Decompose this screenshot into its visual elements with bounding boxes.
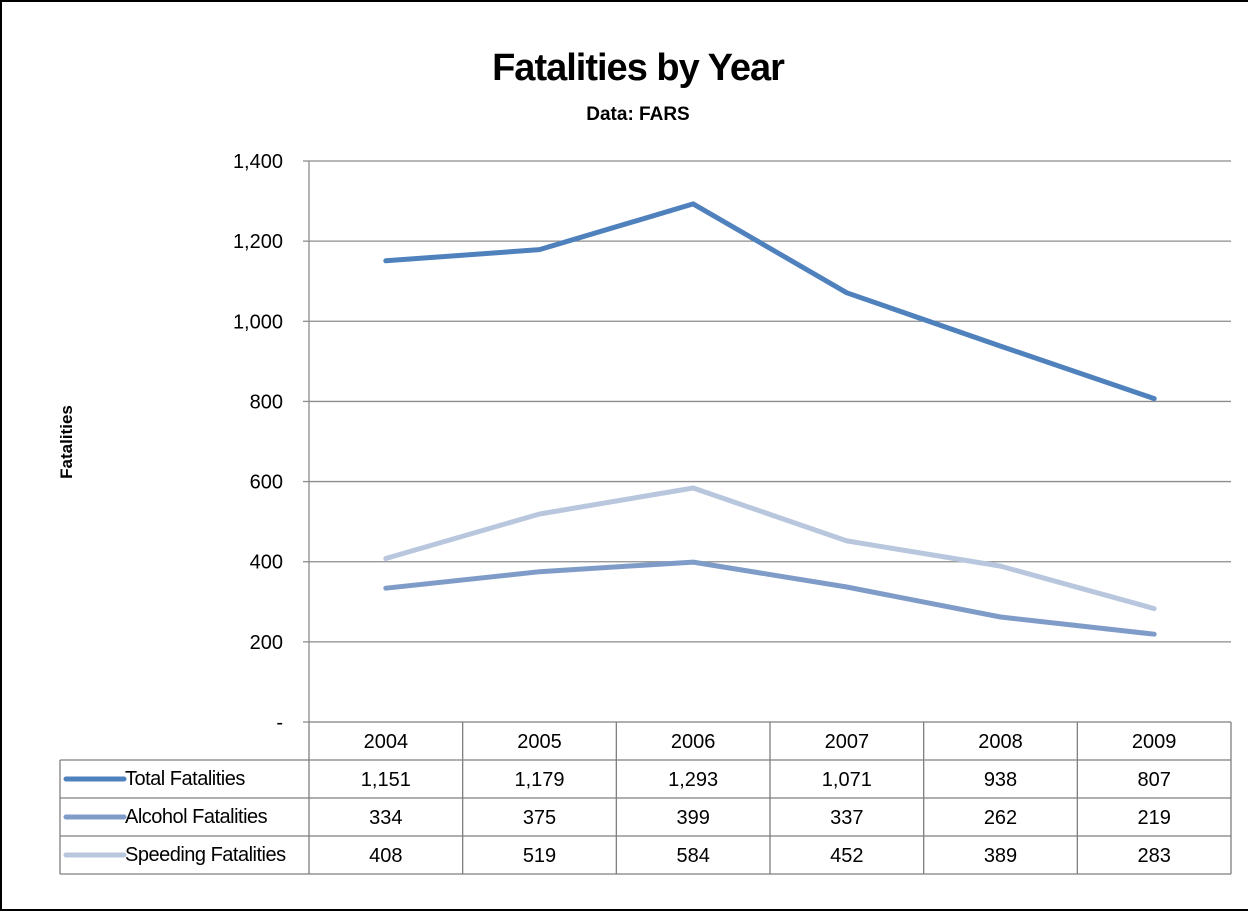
- data-label: 938: [984, 769, 1017, 791]
- x-tick-label: 2008: [978, 731, 1023, 753]
- legend-label: Alcohol Fatalities: [125, 806, 268, 828]
- data-label: 1,151: [361, 769, 411, 791]
- y-tick-label: -: [276, 712, 283, 734]
- data-label: 1,071: [822, 769, 872, 791]
- y-tick-label: 800: [250, 391, 283, 413]
- data-label: 807: [1137, 769, 1170, 791]
- data-label: 452: [830, 845, 863, 867]
- data-label: 389: [984, 845, 1017, 867]
- data-label: 283: [1137, 845, 1170, 867]
- x-tick-label: 2006: [671, 731, 716, 753]
- data-label: 375: [523, 807, 556, 829]
- y-axis-label: Fatalities: [57, 405, 76, 479]
- legend-label: Total Fatalities: [125, 768, 245, 790]
- y-tick-label: 400: [250, 552, 283, 574]
- data-label: 584: [676, 845, 709, 867]
- series-line-speeding-fatalities: [383, 485, 1157, 612]
- series-lines: [383, 201, 1157, 637]
- x-tick-label: 2004: [364, 731, 409, 753]
- legend-label: Speeding Fatalities: [125, 844, 286, 866]
- y-tick-label: 200: [250, 632, 283, 654]
- data-table: 2004 2005 2006 2007 2008 2009 Total Fatalities…: [59, 721, 1232, 875]
- data-label: 262: [984, 807, 1017, 829]
- gridlines: [303, 160, 1231, 723]
- y-tick-label: 1,400: [233, 151, 283, 173]
- series-line-total-fatalities: [383, 201, 1157, 402]
- data-label: 337: [830, 807, 863, 829]
- y-tick-label: 1,200: [233, 231, 283, 253]
- data-label: 408: [369, 845, 402, 867]
- y-tick-label: 600: [250, 472, 283, 494]
- series-line-alcohol-fatalities: [383, 559, 1157, 637]
- x-tick-label: 2007: [825, 731, 870, 753]
- data-label: 399: [676, 807, 709, 829]
- data-label: 1,293: [668, 769, 718, 791]
- y-tick-labels: - 200 400 600 800 1,000 1,200 1,400: [233, 151, 283, 734]
- y-tick-label: 1,000: [233, 311, 283, 333]
- data-label: 219: [1137, 807, 1170, 829]
- chart-title: Fatalities by Year: [492, 47, 785, 89]
- data-label: 334: [369, 807, 402, 829]
- data-label: 1,179: [514, 769, 564, 791]
- chart-subtitle: Data: FARS: [586, 104, 689, 125]
- data-label: 519: [523, 845, 556, 867]
- x-tick-label: 2009: [1132, 731, 1177, 753]
- x-tick-label: 2005: [517, 731, 562, 753]
